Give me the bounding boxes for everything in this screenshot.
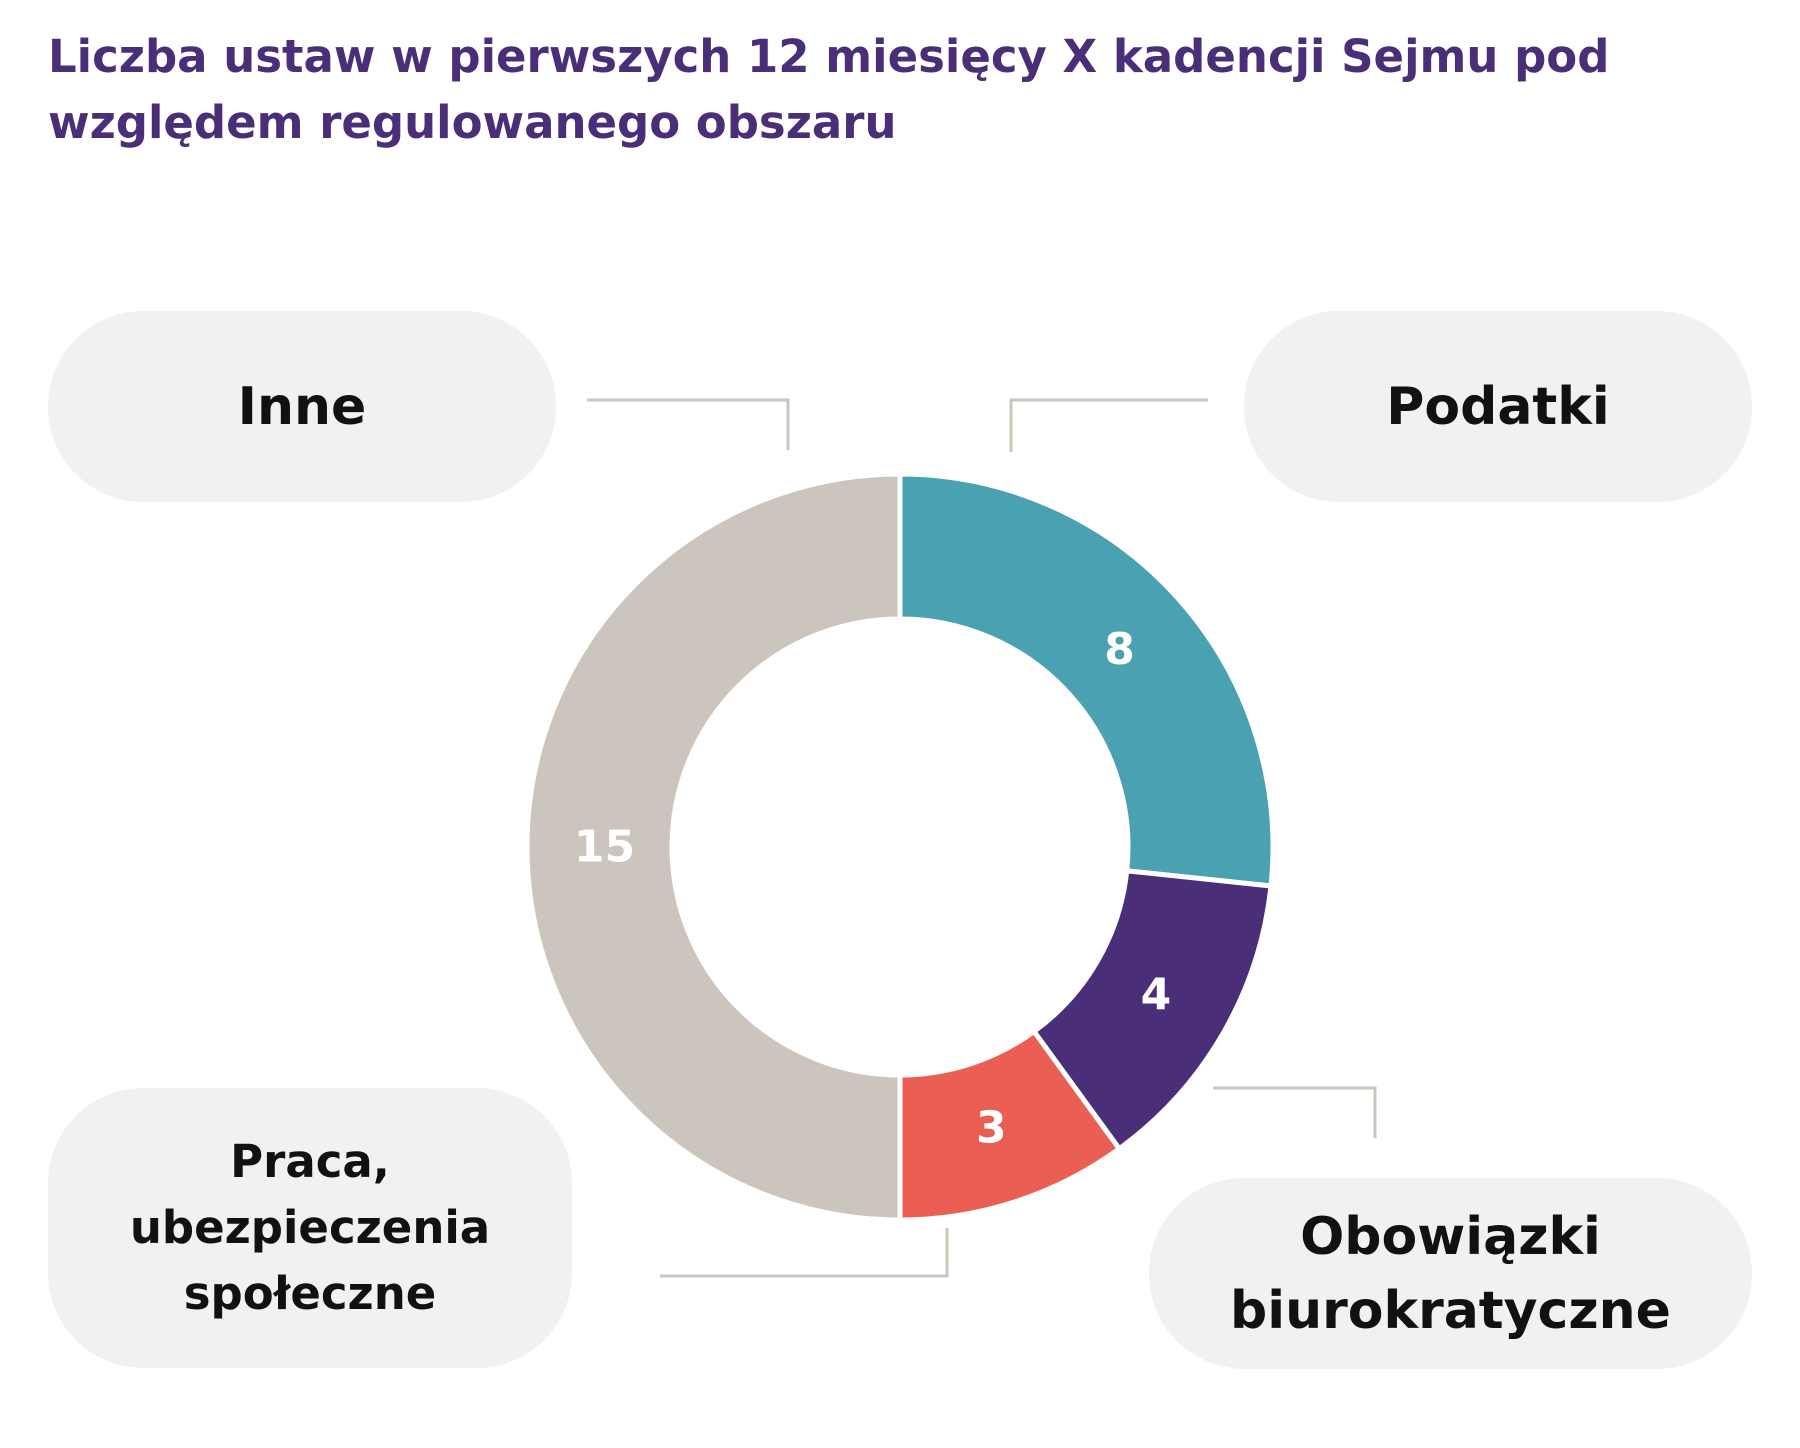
callout-obowiazki-line-1: Obowiązki [1300,1206,1601,1267]
callout-praca: Praca, ubezpieczenia społeczne [48,1088,572,1368]
data-label-2: 4 [1141,969,1172,1020]
data-label-1: 8 [1104,624,1135,675]
leader-line-inne [587,398,790,450]
data-label-3: 3 [976,1103,1007,1154]
leader-line-obowiazki [1213,1086,1377,1138]
callout-inne: Inne [48,311,556,502]
leader-line-praca [660,1228,949,1278]
callout-inne-label: Inne [237,376,367,437]
donut-slice-1 [897,471,1276,889]
callout-obowiazki-line-2: biurokratyczne [1230,1280,1671,1341]
data-label-4: 15 [574,822,635,873]
callout-obowiazki: Obowiązki biurokratyczne [1149,1178,1752,1369]
callout-podatki-label: Podatki [1386,376,1610,437]
callout-praca-line-1: Praca, [230,1135,390,1188]
callout-podatki: Podatki [1244,311,1752,502]
leader-lines [587,398,1377,1278]
callout-praca-line-3: społeczne [183,1267,437,1320]
chart-title: Liczba ustaw w pierwszych 12 miesięcy X … [48,30,1610,149]
donut-slice-4 [524,471,903,1223]
donut-data-labels: 8 4 3 15 [574,624,1171,1154]
callout-praca-line-2: ubezpieczenia [129,1201,491,1254]
leader-line-podatki [1009,398,1208,452]
donut-slices [524,471,1276,1223]
